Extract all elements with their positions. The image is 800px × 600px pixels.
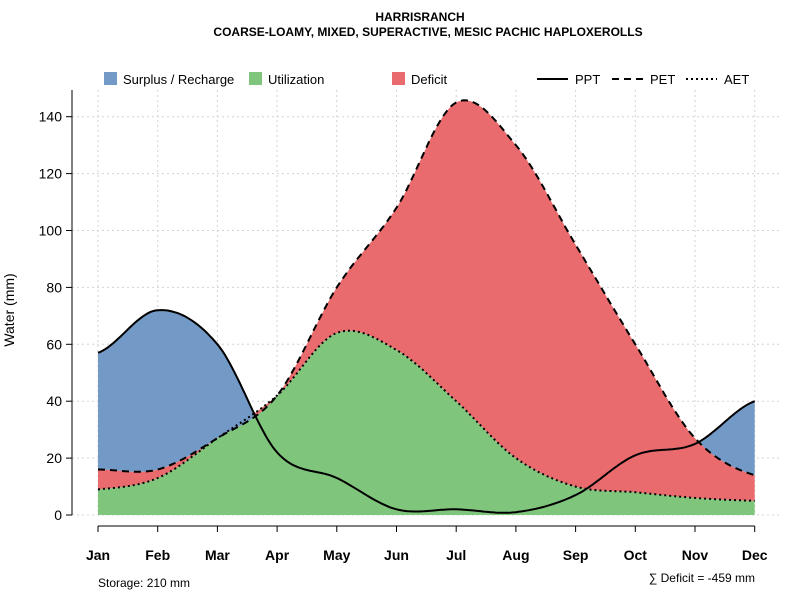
legend-label-ppt: PPT (575, 72, 600, 87)
x-tick-label-feb: Feb (145, 547, 170, 563)
legend-label-pet: PET (650, 72, 675, 87)
y-tick-label: 100 (39, 223, 63, 239)
x-tick-label-may: May (323, 547, 350, 563)
legend-label-utilization: Utilization (268, 72, 324, 87)
y-tick-label: 20 (46, 450, 62, 466)
axes: 0 20 40 60 80 100 120 140 Jan Feb Mar Apr May Jun Jul A… (39, 90, 768, 563)
x-tick-label-dec: Dec (742, 547, 768, 563)
x-tick-label-sep: Sep (563, 547, 589, 563)
legend-swatch-deficit (392, 72, 405, 85)
x-tick-label-jun: Jun (384, 547, 409, 563)
legend-swatch-surplus (104, 72, 117, 85)
surplus-area (98, 100, 755, 476)
y-tick-label: 0 (54, 507, 62, 523)
utilization-area (98, 330, 755, 515)
x-tick-label-jan: Jan (86, 547, 110, 563)
legend: Surplus / Recharge Utilization Deficit P… (104, 72, 749, 87)
series-line-ppt (97, 309, 756, 514)
x-tick-label-oct: Oct (624, 547, 648, 563)
y-tick-label: 60 (46, 336, 62, 352)
y-tick-label: 140 (39, 109, 63, 125)
chart-subtitle: COARSE-LOAMY, MIXED, SUPERACTIVE, MESIC … (213, 25, 642, 39)
legend-label-deficit: Deficit (411, 72, 448, 87)
deficit-annotation: ∑ Deficit = -459 mm (649, 571, 755, 585)
series-line-pet (98, 99, 756, 477)
areas (98, 100, 755, 515)
y-axis-label: Water (mm) (1, 273, 17, 346)
y-tick-label: 40 (46, 393, 62, 409)
legend-label-aet: AET (724, 72, 749, 87)
legend-label-surplus: Surplus / Recharge (123, 72, 234, 87)
y-tick-label: 120 (39, 166, 63, 182)
x-tick-label-aug: Aug (502, 547, 529, 563)
x-tick-label-apr: Apr (265, 547, 290, 563)
x-tick-label-jul: Jul (446, 547, 466, 563)
deficit-area (98, 100, 755, 501)
y-tick-label: 80 (46, 279, 62, 295)
x-tick-label-nov: Nov (682, 547, 709, 563)
chart-title: HARRISRANCH (375, 10, 464, 24)
series-lines (97, 99, 756, 514)
series-line-aet (97, 329, 755, 502)
x-tick-label-mar: Mar (205, 547, 230, 563)
legend-swatch-utilization (249, 72, 262, 85)
storage-annotation: Storage: 210 mm (98, 576, 190, 590)
